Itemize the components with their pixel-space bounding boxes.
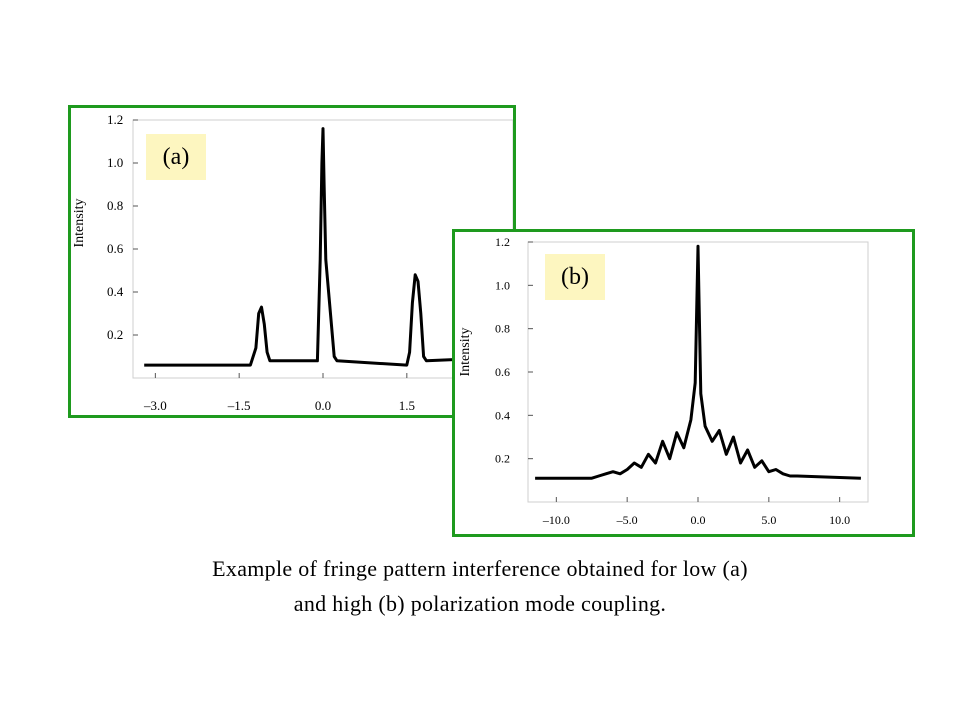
x-tick-label: 0.0 (691, 513, 706, 527)
y-tick-label: 1.0 (107, 155, 123, 170)
x-tick-label: –10.0 (542, 513, 570, 527)
chart-panel-b: 0.2 0.4 0.6 0.8 1.0 1.2 –10.0 –5.0 0.0 5.0 10.0 Int… (452, 229, 915, 537)
y-tick-label: 1.0 (495, 278, 510, 292)
panel-label-a: (a) (146, 134, 206, 180)
y-tick-label: 1.2 (495, 235, 510, 249)
x-tick-label: 1.5 (399, 398, 415, 413)
series-line-0 (144, 127, 508, 367)
x-tick-label: 0.0 (315, 398, 331, 413)
panel-label-b: (b) (545, 254, 605, 300)
y-axis-label: Intensity (458, 328, 473, 377)
series-line-0 (535, 244, 861, 480)
y-tick-label: 0.2 (495, 452, 510, 466)
caption-line-1: Example of fringe pattern interference o… (212, 556, 748, 581)
y-tick-label: 0.6 (495, 365, 510, 379)
chart-a-svg: 0.20.40.60.81.01.2–3.0–1.50.01.53.0Inten… (72, 112, 513, 413)
x-tick-label: –1.5 (227, 398, 251, 413)
y-tick-label: 0.6 (107, 241, 124, 256)
x-tick-label: 10.0 (829, 513, 850, 527)
chart-panel-a: 0.20.40.60.81.01.2–3.0–1.50.01.53.0Inten… (68, 105, 516, 418)
y-axis-label: Intensity (72, 199, 87, 248)
x-tick-label: –3.0 (143, 398, 167, 413)
y-tick-label: 0.4 (107, 284, 124, 299)
y-tick-label: 0.8 (495, 322, 510, 336)
y-tick-label: 0.8 (107, 198, 123, 213)
caption-line-2: and high (b) polarization mode coupling. (293, 591, 667, 616)
y-tick-label: 0.4 (495, 408, 510, 422)
chart-b-svg: 0.2 0.4 0.6 0.8 1.0 1.2 –10.0 –5.0 0.0 5.0 10.0 Int… (458, 235, 869, 527)
x-tick-label: 5.0 (761, 513, 776, 527)
y-tick-label: 0.2 (107, 327, 123, 342)
y-tick-label: 1.2 (107, 112, 123, 127)
x-tick-label: –5.0 (616, 513, 638, 527)
